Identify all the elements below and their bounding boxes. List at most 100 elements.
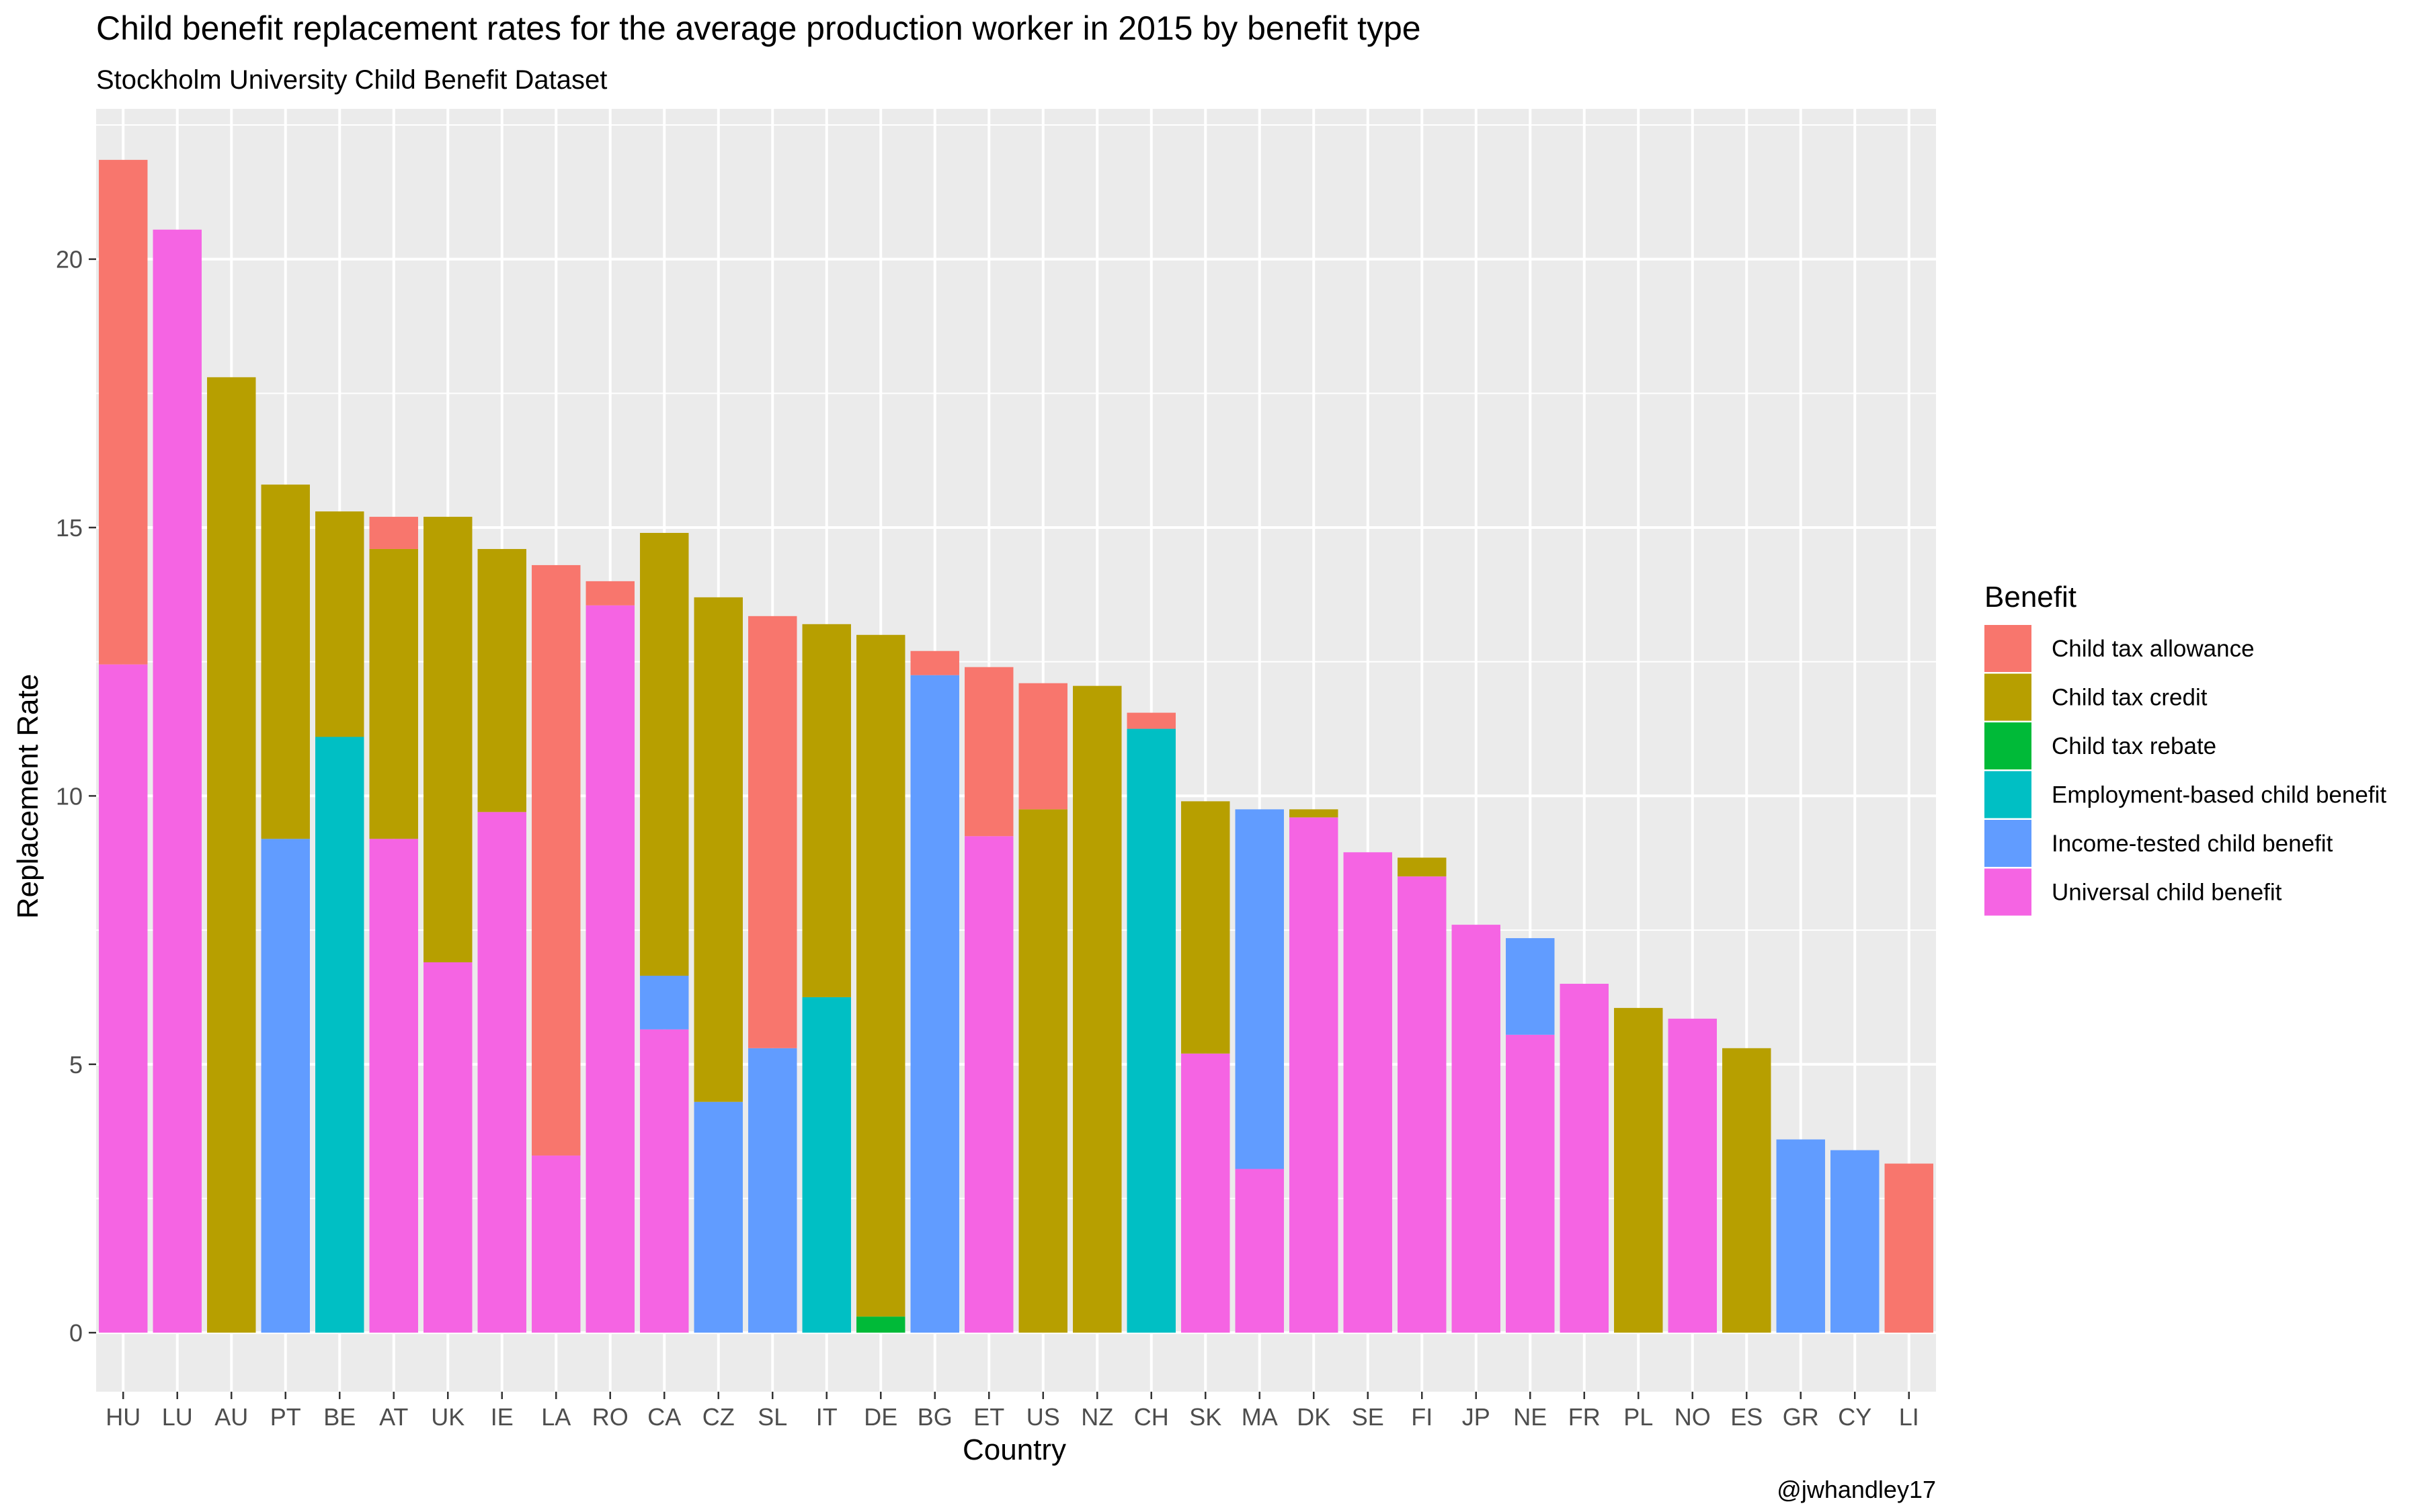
bar-ma-universal-child-benefit xyxy=(1235,1169,1284,1333)
x-tick-label: FR xyxy=(1568,1403,1601,1431)
bar-it-employment-based-child-benefit xyxy=(802,997,851,1333)
legend-swatch xyxy=(1984,722,2031,769)
bar-it-child-tax-credit xyxy=(802,624,851,997)
bar-pt-income-tested-child-benefit xyxy=(261,839,310,1333)
caption: @jwhandley17 xyxy=(1777,1476,1936,1503)
y-tick-label: 15 xyxy=(56,514,83,542)
bar-ne-income-tested-child-benefit xyxy=(1506,938,1555,1035)
bar-dk-child-tax-credit xyxy=(1289,809,1338,818)
bar-fr-universal-child-benefit xyxy=(1560,983,1609,1333)
bar-no-universal-child-benefit xyxy=(1668,1018,1717,1333)
x-tick-label: LU xyxy=(162,1403,193,1431)
x-tick-label: BE xyxy=(323,1403,356,1431)
bar-ro-child-tax-allowance xyxy=(586,581,635,605)
x-tick-label: CA xyxy=(647,1403,681,1431)
bar-at-child-tax-credit xyxy=(369,548,418,839)
x-tick-label: HU xyxy=(106,1403,140,1431)
bars xyxy=(99,159,1933,1333)
y-axis: 0 5 10 15 20 xyxy=(56,246,96,1347)
x-tick-label: JP xyxy=(1462,1403,1490,1431)
legend-label: Child tax allowance xyxy=(2052,636,2255,662)
bar-et-universal-child-benefit xyxy=(965,836,1014,1333)
x-tick-label: MA xyxy=(1242,1403,1278,1431)
bar-hu-child-tax-allowance xyxy=(99,159,148,665)
legend-swatch xyxy=(1984,868,2031,916)
chart-title: Child benefit replacement rates for the … xyxy=(96,9,1421,47)
y-tick-label: 10 xyxy=(56,782,83,810)
x-axis: HU LU AU PT BE AT UK IE LA RO CA CZ SL IT DE BG ET US NZ CH… xyxy=(106,1392,1919,1431)
bar-bg-child-tax-allowance xyxy=(910,650,959,675)
x-tick-label: CY xyxy=(1838,1403,1871,1431)
bar-jp-universal-child-benefit xyxy=(1451,925,1500,1333)
bar-cz-child-tax-credit xyxy=(694,597,743,1102)
bar-la-child-tax-allowance xyxy=(532,564,581,1156)
x-tick-label: DE xyxy=(864,1403,897,1431)
bar-ie-universal-child-benefit xyxy=(477,812,526,1333)
legend-label: Child tax credit xyxy=(2052,685,2208,711)
y-tick-label: 0 xyxy=(69,1319,83,1347)
bar-au-child-tax-credit xyxy=(207,377,256,1333)
legend-label: Child tax rebate xyxy=(2052,733,2216,759)
bar-et-child-tax-allowance xyxy=(965,667,1014,837)
bar-hu-universal-child-benefit xyxy=(99,664,148,1333)
x-tick-label: ES xyxy=(1730,1403,1763,1431)
bar-be-child-tax-credit xyxy=(315,511,364,737)
legend: Benefit Child tax allowance Child tax cre… xyxy=(1984,581,2386,916)
bar-be-employment-based-child-benefit xyxy=(315,737,364,1333)
x-tick-label: LA xyxy=(541,1403,571,1431)
x-tick-label: PL xyxy=(1623,1403,1653,1431)
bar-uk-universal-child-benefit xyxy=(424,962,473,1333)
x-tick-label: DK xyxy=(1297,1403,1330,1431)
bar-nz-child-tax-credit xyxy=(1073,685,1122,1333)
bar-at-universal-child-benefit xyxy=(369,839,418,1333)
legend-swatch xyxy=(1984,820,2031,867)
x-tick-label: PT xyxy=(270,1403,301,1431)
bar-sl-income-tested-child-benefit xyxy=(748,1048,797,1333)
bar-ch-child-tax-allowance xyxy=(1127,712,1176,729)
bar-sk-universal-child-benefit xyxy=(1181,1053,1230,1333)
bar-de-child-tax-credit xyxy=(856,634,905,1317)
x-tick-label: SE xyxy=(1352,1403,1384,1431)
legend-swatch xyxy=(1984,625,2031,672)
bar-uk-child-tax-credit xyxy=(424,517,473,963)
x-tick-label: RO xyxy=(592,1403,629,1431)
legend-title: Benefit xyxy=(1984,581,2076,614)
x-tick-label: SK xyxy=(1189,1403,1221,1431)
bar-pl-child-tax-credit xyxy=(1614,1007,1663,1333)
bar-ne-universal-child-benefit xyxy=(1506,1034,1555,1333)
x-tick-label: IT xyxy=(816,1403,838,1431)
bar-la-universal-child-benefit xyxy=(532,1155,581,1333)
bar-ca-child-tax-credit xyxy=(640,533,689,976)
x-tick-label: CZ xyxy=(702,1403,735,1431)
legend-label: Universal child benefit xyxy=(2052,880,2282,906)
x-tick-label: AT xyxy=(379,1403,408,1431)
bar-se-universal-child-benefit xyxy=(1343,852,1392,1333)
y-axis-title: Replacement Rate xyxy=(11,674,44,919)
bar-bg-income-tested-child-benefit xyxy=(910,675,959,1333)
bar-es-child-tax-credit xyxy=(1722,1048,1771,1333)
bar-at-child-tax-allowance xyxy=(369,517,418,549)
bar-de-child-tax-rebate xyxy=(856,1316,905,1333)
bar-ca-universal-child-benefit xyxy=(640,1029,689,1333)
x-tick-label: ET xyxy=(973,1403,1004,1431)
bar-pt-child-tax-credit xyxy=(261,485,310,839)
legend-label: Employment-based child benefit xyxy=(2052,782,2386,808)
bar-sl-child-tax-allowance xyxy=(748,616,797,1048)
bar-li-child-tax-allowance xyxy=(1884,1163,1933,1333)
legend-label: Income-tested child benefit xyxy=(2052,831,2333,857)
bar-ma-income-tested-child-benefit xyxy=(1235,809,1284,1169)
x-tick-label: AU xyxy=(214,1403,248,1431)
y-tick-label: 5 xyxy=(69,1051,83,1079)
x-tick-label: IE xyxy=(491,1403,514,1431)
bar-lu-universal-child-benefit xyxy=(153,229,202,1333)
legend-swatch xyxy=(1984,673,2031,721)
bar-gr-income-tested-child-benefit xyxy=(1776,1139,1825,1333)
x-tick-label: SL xyxy=(758,1403,787,1431)
bar-fi-child-tax-credit xyxy=(1398,857,1447,877)
chart-subtitle: Stockholm University Child Benefit Datas… xyxy=(96,65,607,95)
bar-dk-universal-child-benefit xyxy=(1289,817,1338,1333)
x-tick-label: CH xyxy=(1134,1403,1169,1431)
bar-ie-child-tax-credit xyxy=(477,548,526,812)
bar-us-child-tax-credit xyxy=(1018,809,1067,1333)
